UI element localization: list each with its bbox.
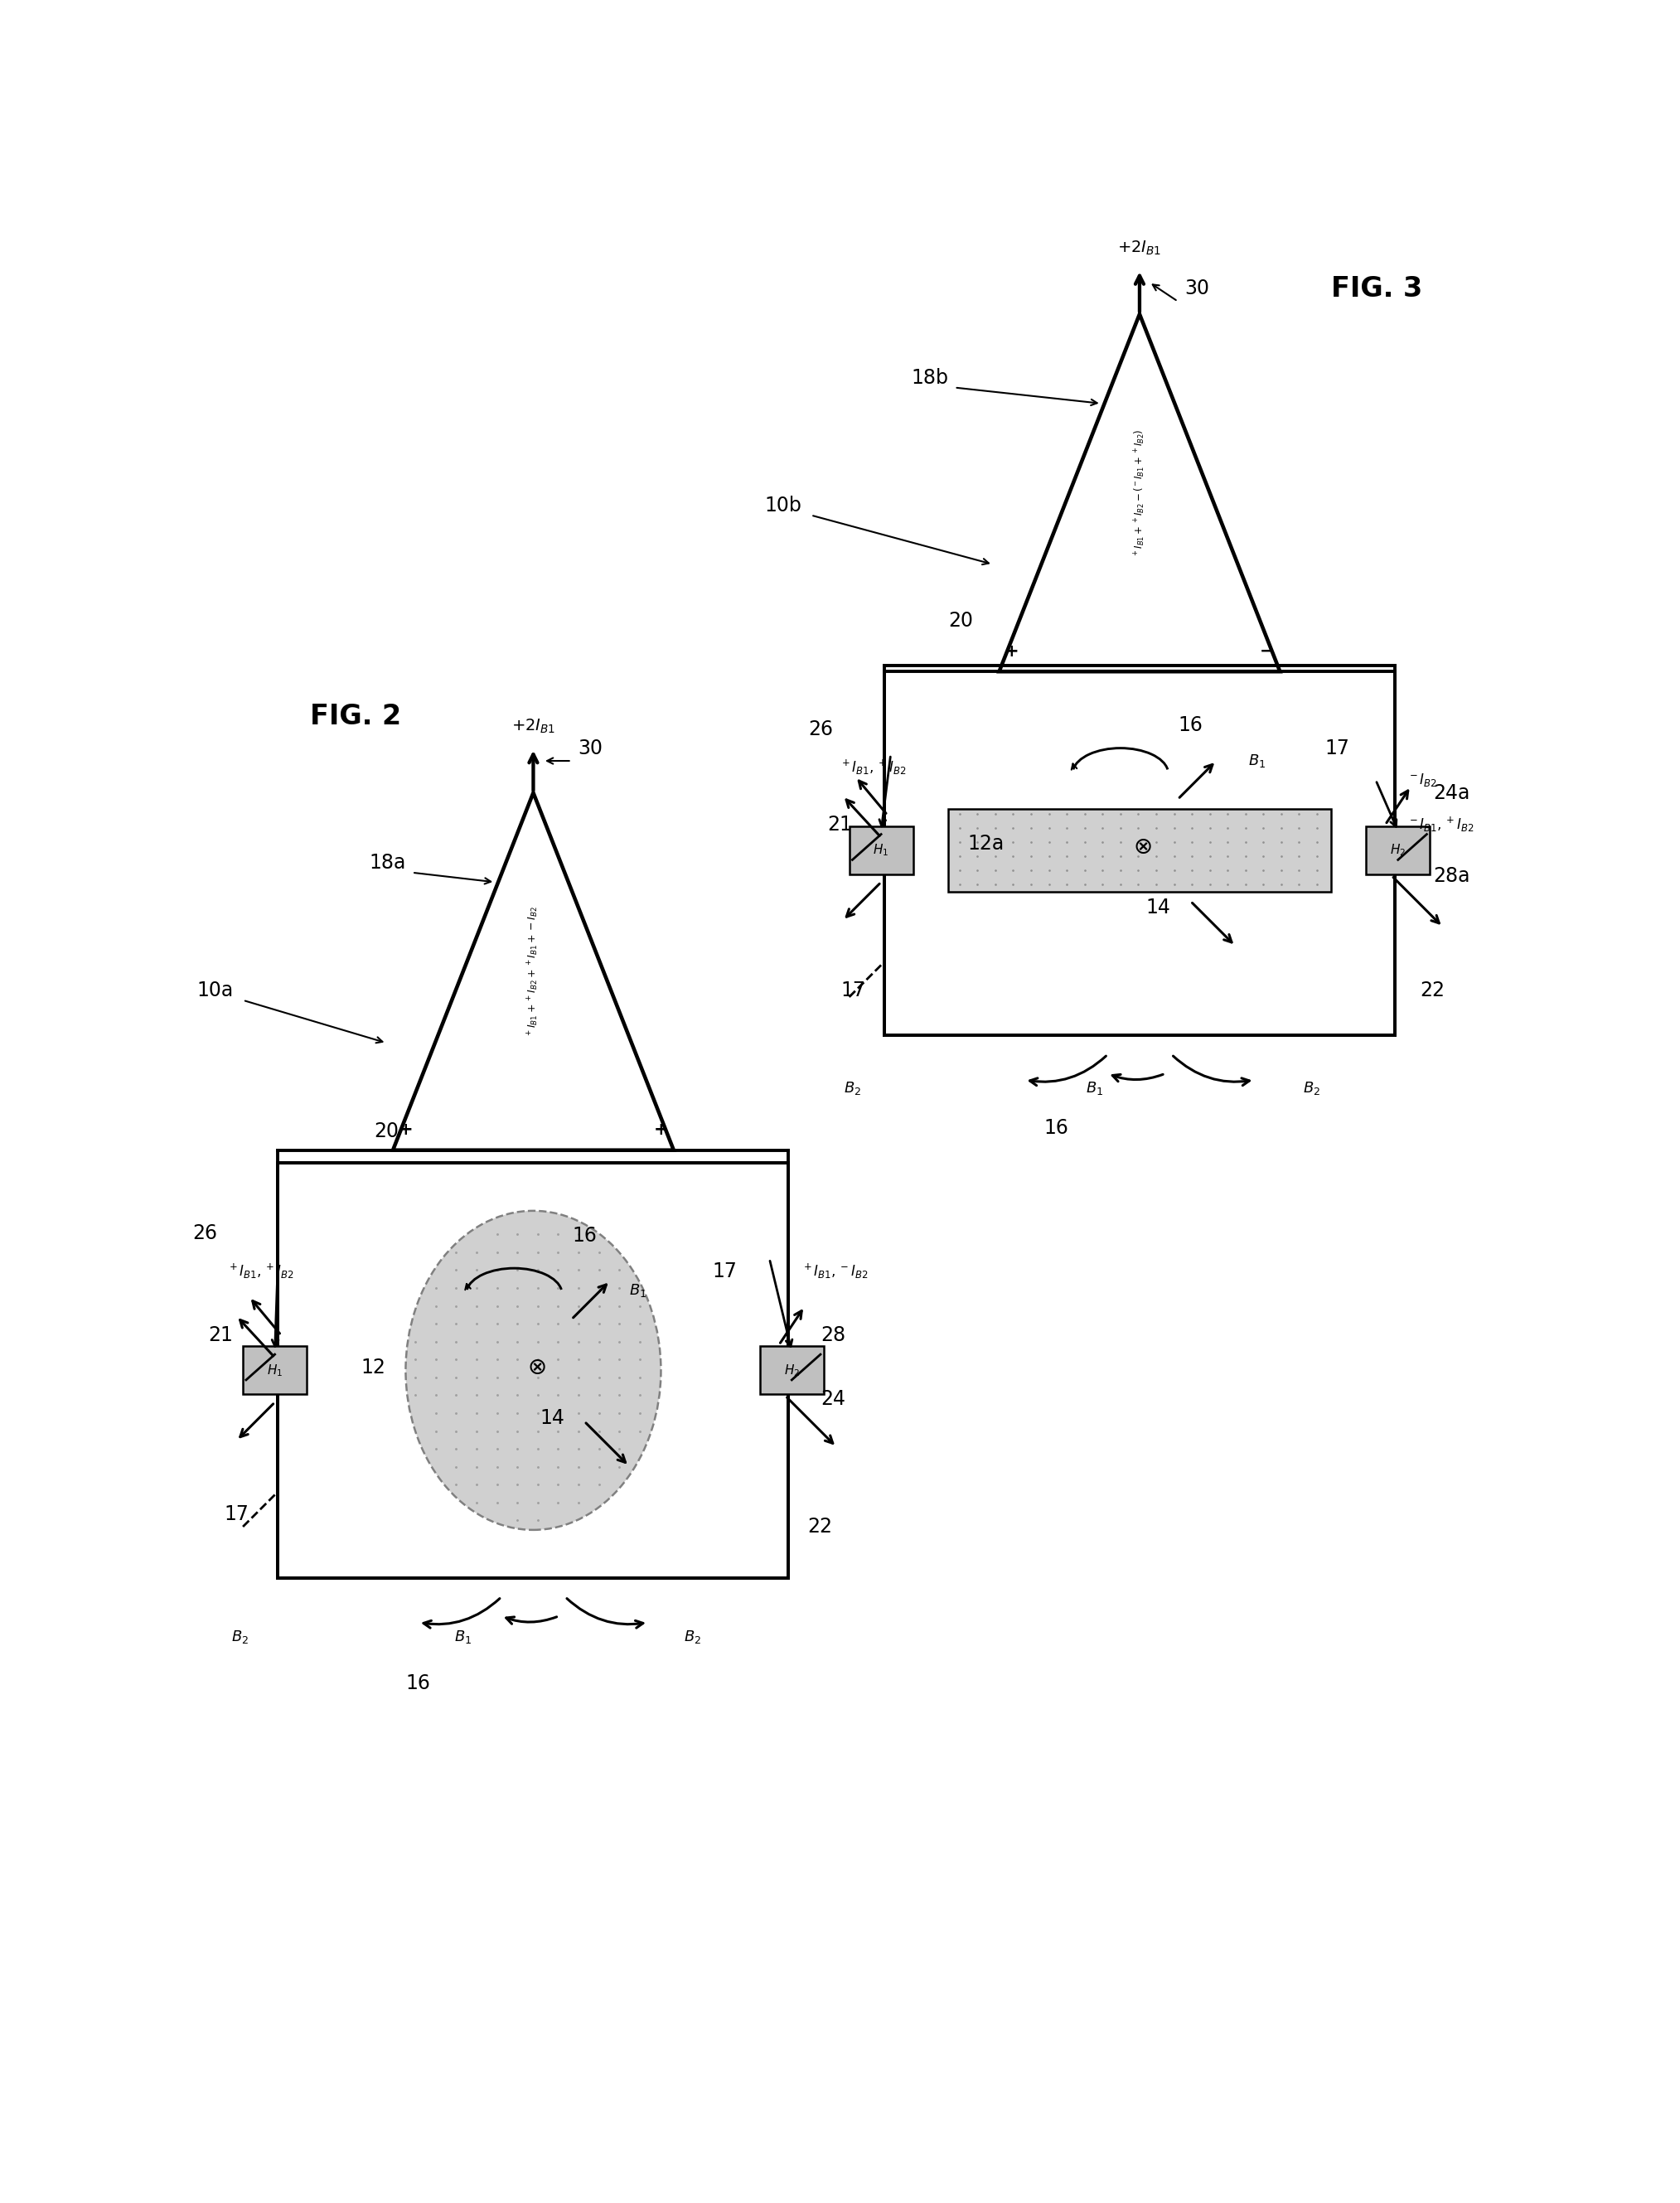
Text: $B_2$: $B_2$	[843, 1079, 862, 1097]
Text: $^+I_{B1},^-I_{B2}$: $^+I_{B1},^-I_{B2}$	[801, 1262, 869, 1280]
Text: $\otimes$: $\otimes$	[1134, 835, 1152, 859]
Text: 18b: 18b	[911, 368, 948, 388]
Text: 26: 26	[808, 718, 833, 738]
Text: −: −	[1260, 643, 1275, 659]
Text: $+2I_{B1}$: $+2I_{B1}$	[511, 718, 556, 736]
Text: 21: 21	[828, 815, 852, 835]
Text: $^+I_{B1},^+I_{B2}$: $^+I_{B1},^+I_{B2}$	[840, 758, 906, 775]
Text: $B_2$: $B_2$	[1304, 1079, 1320, 1097]
Text: FIG. 3: FIG. 3	[1331, 275, 1423, 302]
Text: 24: 24	[820, 1390, 845, 1410]
Text: +: +	[398, 1121, 413, 1139]
Text: 18a: 18a	[370, 853, 405, 872]
Text: 10b: 10b	[764, 496, 801, 516]
Text: $^+I_{B1}+^+I_{B2}+^+I_{B1}+-I_{B2}$: $^+I_{B1}+^+I_{B2}+^+I_{B1}+-I_{B2}$	[526, 905, 541, 1038]
Text: $H_1$: $H_1$	[874, 842, 889, 857]
Text: 14: 14	[1146, 897, 1171, 919]
Text: 20: 20	[373, 1121, 398, 1141]
Text: 10a: 10a	[197, 980, 234, 1000]
Text: 17: 17	[712, 1262, 738, 1282]
Text: 22: 22	[1420, 980, 1445, 1000]
Text: $B_1$: $B_1$	[628, 1282, 647, 1300]
Bar	[244, 1346, 307, 1394]
Bar	[759, 1346, 823, 1394]
Text: 16: 16	[571, 1227, 596, 1247]
Text: 28a: 28a	[1433, 866, 1470, 886]
Text: 12a: 12a	[968, 835, 1005, 855]
Text: $B_1$: $B_1$	[1085, 1079, 1104, 1097]
Text: $^-I_{B2}$: $^-I_{B2}$	[1408, 771, 1438, 789]
Text: 17: 17	[225, 1505, 249, 1524]
Text: 12: 12	[361, 1357, 386, 1377]
Text: $^+I_{B1},^+I_{B2}$: $^+I_{B1},^+I_{B2}$	[227, 1262, 294, 1280]
Text: 21: 21	[208, 1326, 234, 1346]
Bar	[277, 1163, 788, 1577]
Text: 16: 16	[1178, 716, 1203, 736]
Bar	[884, 665, 1394, 1035]
Text: $^-I_{B1},^+I_{B2}$: $^-I_{B1},^+I_{B2}$	[1408, 815, 1475, 835]
Text: $^+I_{B1}+^+I_{B2}-(^-I_{B1}+^+I_{B2})$: $^+I_{B1}+^+I_{B2}-(^-I_{B1}+^+I_{B2})$	[1132, 430, 1147, 557]
Text: $H_2$: $H_2$	[785, 1364, 800, 1379]
Text: 17: 17	[1324, 738, 1349, 758]
Text: $\otimes$: $\otimes$	[528, 1355, 546, 1379]
Text: $B_2$: $B_2$	[684, 1628, 702, 1646]
Text: +: +	[654, 1121, 669, 1139]
Ellipse shape	[405, 1212, 660, 1529]
Text: $+2I_{B1}$: $+2I_{B1}$	[1117, 240, 1161, 258]
Text: 14: 14	[539, 1408, 564, 1428]
Text: 16: 16	[407, 1674, 430, 1694]
Text: 28: 28	[820, 1326, 845, 1346]
Text: 24a: 24a	[1433, 782, 1470, 802]
Text: $B_2$: $B_2$	[230, 1628, 249, 1646]
Text: 26: 26	[193, 1223, 217, 1242]
Text: 20: 20	[948, 610, 973, 630]
Text: $H_1$: $H_1$	[267, 1364, 282, 1379]
Bar	[1366, 826, 1430, 875]
Text: 30: 30	[1184, 278, 1210, 300]
Text: 17: 17	[840, 980, 865, 1000]
Text: $B_1$: $B_1$	[1248, 753, 1265, 769]
Text: 16: 16	[1045, 1119, 1068, 1139]
Bar	[948, 809, 1331, 892]
Text: +: +	[1005, 643, 1020, 659]
Text: 30: 30	[578, 738, 603, 758]
Text: $B_1$: $B_1$	[454, 1628, 472, 1646]
Text: FIG. 2: FIG. 2	[309, 703, 402, 729]
Text: 22: 22	[808, 1516, 833, 1538]
Bar	[848, 826, 912, 875]
Text: $H_2$: $H_2$	[1389, 842, 1406, 857]
